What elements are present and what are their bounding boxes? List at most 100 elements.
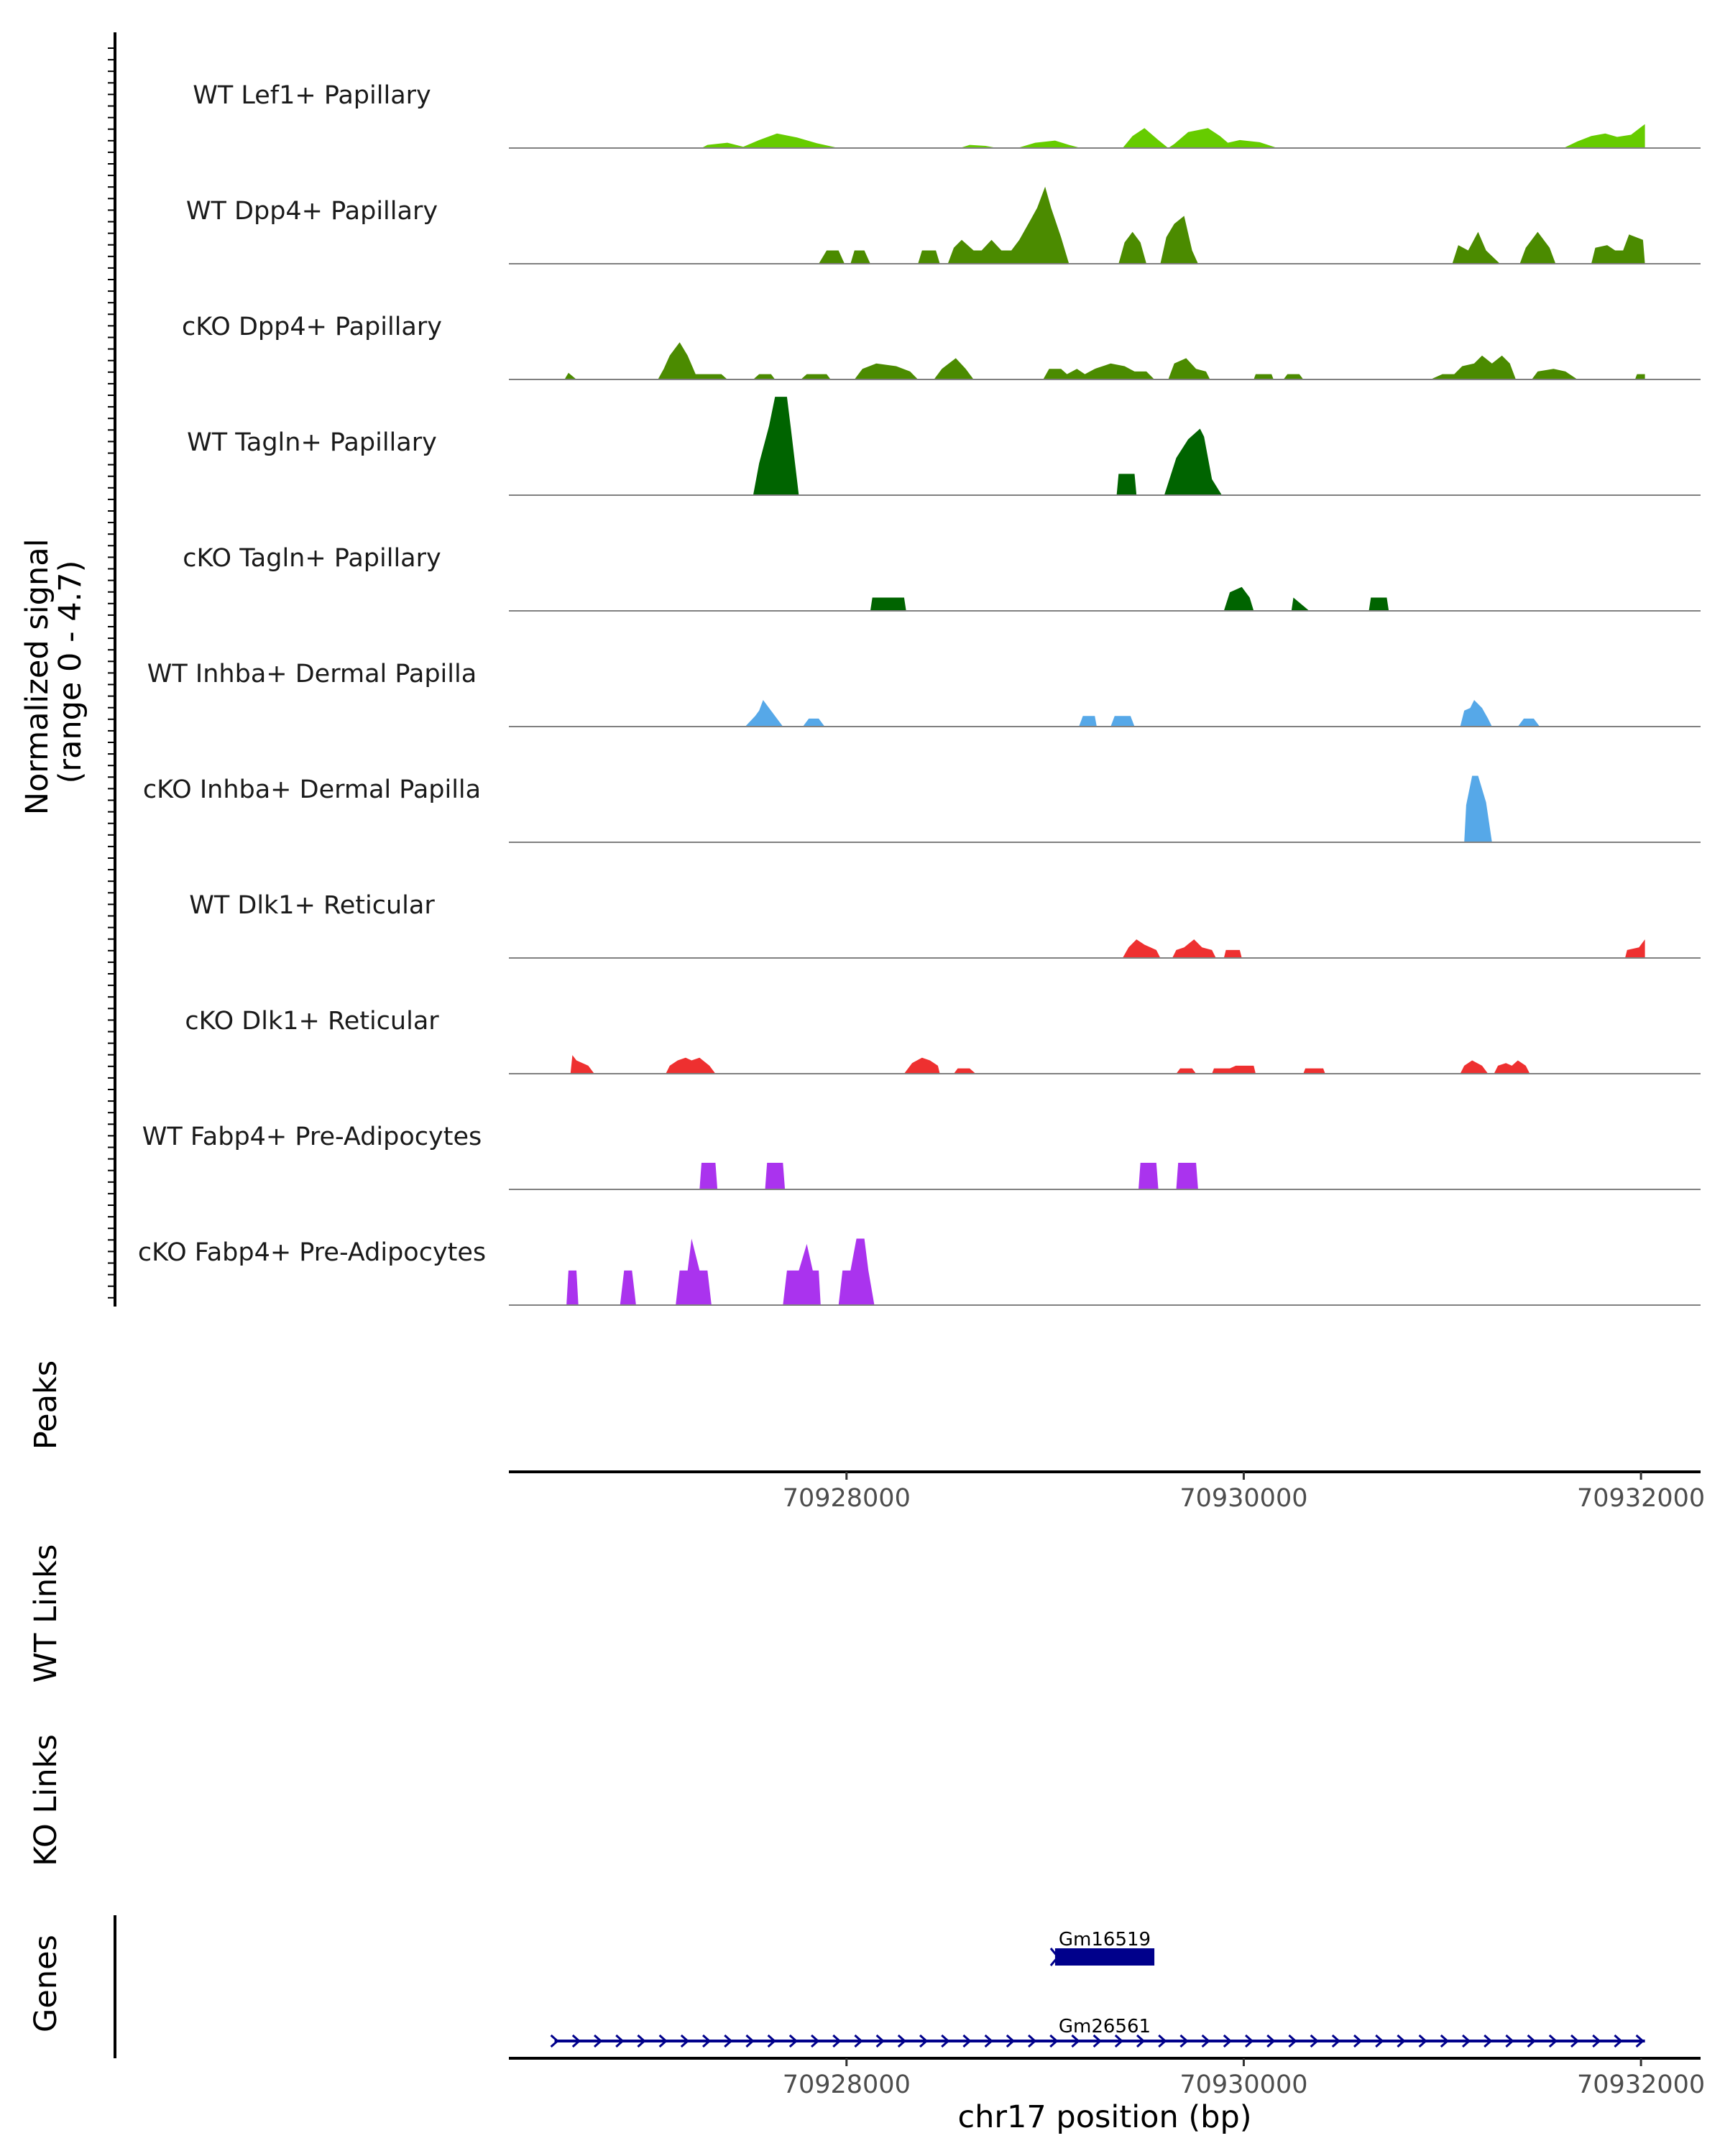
strand-arrow xyxy=(1440,2034,1450,2048)
signal-area xyxy=(566,1270,579,1305)
strand-arrow xyxy=(1462,2034,1471,2048)
strand-arrow xyxy=(1028,2034,1037,2048)
strand-arrow xyxy=(550,2034,559,2048)
strand-arrow xyxy=(1353,2034,1363,2048)
signal-area xyxy=(1291,597,1310,611)
signal-area xyxy=(1176,1163,1198,1189)
strand-arrow xyxy=(1375,2034,1384,2048)
strand-arrow xyxy=(1158,2034,1167,2048)
strand-arrow xyxy=(1071,2034,1080,2048)
track-8: WT Dlk1+ Reticular xyxy=(189,891,1701,959)
strand-arrow xyxy=(1049,2034,1059,2048)
track-11: cKO Fabp4+ Pre-Adipocytes xyxy=(138,1238,1701,1306)
strand-arrow xyxy=(745,2034,755,2048)
signal-area xyxy=(854,363,919,379)
strand-arrow xyxy=(832,2034,842,2048)
track-label: cKO Dlk1+ Reticular xyxy=(185,1007,439,1036)
x-tick-label: 70930000 xyxy=(1179,1484,1307,1513)
track-2: WT Dpp4+ Papillary xyxy=(186,186,1701,264)
signal-area xyxy=(620,1270,636,1305)
signal-area xyxy=(819,250,845,264)
signal-area xyxy=(1303,1068,1325,1074)
strand-arrow xyxy=(767,2034,776,2048)
strand-arrow xyxy=(1548,2034,1558,2048)
wt-links-panel-label: WT Links xyxy=(28,1544,64,1683)
peaks-x-axis: 70928000 70930000 70932000 xyxy=(509,1470,1705,1513)
signal-area xyxy=(1138,1163,1159,1189)
strand-arrow xyxy=(1049,1948,1059,1966)
strand-arrow xyxy=(1092,2034,1102,2048)
x-tick-label: 70932000 xyxy=(1577,1484,1705,1513)
track-label: cKO Tagln+ Papillary xyxy=(183,544,441,573)
gene-label: Gm26561 xyxy=(1059,2016,1151,2037)
signal-area xyxy=(658,342,727,379)
signal-area xyxy=(850,250,870,264)
signal-y-axis-label-line2: (range 0 - 4.7) xyxy=(52,561,88,784)
signal-area xyxy=(1634,374,1645,379)
strand-arrow xyxy=(875,2034,885,2048)
strand-arrow xyxy=(1266,2034,1276,2048)
signal-area xyxy=(934,358,974,379)
strand-arrow xyxy=(788,2034,799,2048)
signal-area xyxy=(1160,216,1198,264)
track-5: cKO Tagln+ Papillary xyxy=(183,544,1701,612)
signal-y-axis-label-line1: Normalized signal xyxy=(19,538,55,815)
track-1: WT Lef1+ Papillary xyxy=(193,81,1701,149)
gene-label: Gm16519 xyxy=(1059,1929,1151,1950)
signal-area xyxy=(765,1163,786,1189)
signal-area xyxy=(1464,775,1492,842)
strand-arrow xyxy=(1592,2034,1601,2048)
track-label: WT Tagln+ Papillary xyxy=(187,428,437,457)
x-tick-label: 70928000 xyxy=(783,2070,911,2099)
signal-area xyxy=(1254,374,1274,379)
signal-area xyxy=(1043,363,1155,379)
signal-area xyxy=(570,1055,594,1074)
signal-area xyxy=(1494,1060,1530,1074)
strand-arrow xyxy=(1505,2034,1514,2048)
signal-area xyxy=(1223,949,1242,958)
signal-area xyxy=(1176,1068,1197,1074)
strand-arrow xyxy=(702,2034,712,2048)
x-tick-label: 70928000 xyxy=(783,1484,911,1513)
signal-area xyxy=(564,372,576,379)
signal-area xyxy=(960,140,1081,148)
strand-arrow xyxy=(854,2034,863,2048)
strand-arrow xyxy=(724,2034,733,2048)
track-label: cKO Inhba+ Dermal Papilla xyxy=(143,775,481,804)
signal-area xyxy=(1591,234,1645,264)
signal-area xyxy=(676,1238,712,1305)
strand-arrow xyxy=(941,2034,950,2048)
strand-arrow xyxy=(1527,2034,1536,2048)
signal-area xyxy=(918,250,940,264)
signal-area xyxy=(947,186,1070,264)
coverage-tracks: WT Lef1+ Papillary WT Dpp4+ Papillary cKO … xyxy=(138,81,1701,1306)
genes-x-axis: 70928000 70930000 70932000 xyxy=(509,2057,1705,2099)
genes-panel-label: Genes xyxy=(28,1935,64,2032)
signal-area xyxy=(1430,355,1516,379)
strand-arrow xyxy=(1635,2034,1644,2048)
track-7: cKO Inhba+ Dermal Papilla xyxy=(143,775,1701,843)
strand-arrow xyxy=(1310,2034,1319,2048)
signal-area xyxy=(903,1057,940,1074)
strand-arrow xyxy=(1136,2034,1146,2048)
signal-area xyxy=(1079,716,1097,727)
signal-area xyxy=(1223,586,1254,611)
signal-area xyxy=(1164,428,1222,495)
signal-area xyxy=(702,133,839,148)
signal-area xyxy=(1118,231,1146,264)
signal-area xyxy=(1460,1060,1489,1074)
signal-area xyxy=(1122,128,1278,148)
track-3: cKO Dpp4+ Papillary xyxy=(182,313,1701,380)
signal-area xyxy=(1563,124,1645,148)
x-axis-title: chr17 position (bp) xyxy=(957,2099,1251,2135)
track-9: cKO Dlk1+ Reticular xyxy=(185,1007,1701,1074)
strand-arrow xyxy=(637,2034,646,2048)
strand-arrow xyxy=(1331,2034,1341,2048)
track-label: WT Dpp4+ Papillary xyxy=(186,197,438,226)
signal-area xyxy=(666,1057,716,1074)
track-4: WT Tagln+ Papillary xyxy=(187,397,1701,496)
signal-area xyxy=(1517,718,1540,727)
signal-area xyxy=(1625,939,1645,958)
signal-area xyxy=(1172,939,1216,958)
